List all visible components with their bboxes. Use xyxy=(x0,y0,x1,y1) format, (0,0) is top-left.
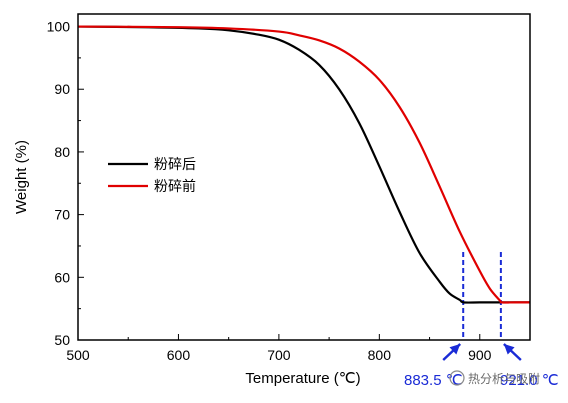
marker-label: 921.0 ℃ xyxy=(500,372,559,389)
x-tick-label: 500 xyxy=(66,347,90,363)
watermark: 热分析与吸附 xyxy=(449,370,540,386)
legend-label: 粉碎前 xyxy=(154,178,196,195)
x-tick-label: 900 xyxy=(468,347,492,363)
data-series xyxy=(78,25,530,304)
x-tick-label: 600 xyxy=(167,347,191,363)
watermark-text: 热分析与吸附 xyxy=(468,372,540,386)
y-tick-label: 70 xyxy=(54,207,70,223)
marker-annotations: 883.5 ℃ 921.0 ℃ xyxy=(404,343,559,389)
axis-ticks: 500 600 700 800 900 50 60 70 80 90 100 xyxy=(47,19,531,363)
legend-label: 粉碎后 xyxy=(154,157,196,173)
plot-frame xyxy=(77,13,531,341)
y-tick-label: 60 xyxy=(54,269,70,285)
marker-lines xyxy=(462,252,502,340)
y-axis-title: Weight (%) xyxy=(13,140,30,214)
series-line-1 xyxy=(78,25,530,304)
y-tick-label: 100 xyxy=(47,19,71,35)
x-tick-label: 700 xyxy=(267,347,291,363)
x-tick-label: 800 xyxy=(368,347,392,363)
marker-arrowhead xyxy=(449,344,461,355)
x-axis-title: Temperature (℃) xyxy=(245,370,360,387)
marker-label: 883.5 ℃ xyxy=(404,372,463,389)
series-line-2 xyxy=(78,25,530,304)
y-tick-label: 90 xyxy=(54,81,70,97)
y-tick-label: 50 xyxy=(54,332,70,348)
marker-arrowhead xyxy=(503,344,515,355)
y-tick-label: 80 xyxy=(54,144,70,160)
watermark-logo-icon xyxy=(449,370,465,386)
